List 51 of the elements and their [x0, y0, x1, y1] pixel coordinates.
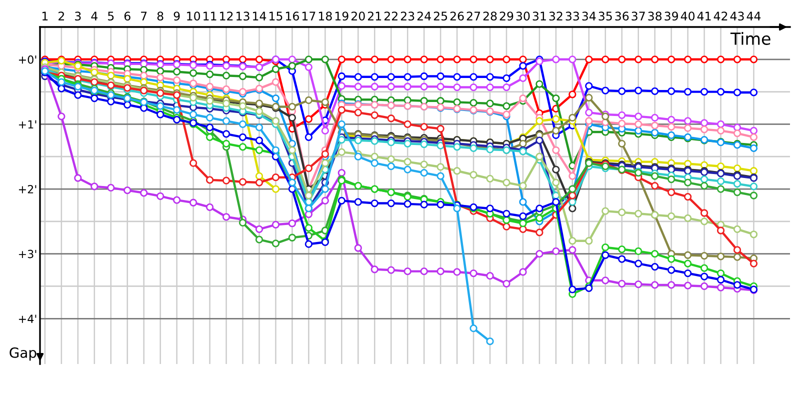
- x-tick-label: 28: [483, 12, 497, 21]
- x-tick-label: 43: [730, 12, 744, 21]
- x-tick-label: 22: [384, 12, 398, 20]
- x-tick-label: 23: [400, 12, 414, 21]
- x-tick-label: 19: [335, 12, 348, 21]
- y-tick-label: +3': [18, 250, 36, 258]
- x-tick-label: 15: [270, 12, 282, 21]
- x-tick-label: 20: [351, 12, 365, 21]
- y-tick-label: +1': [18, 120, 36, 128]
- x-tick-label: 26: [450, 12, 464, 21]
- x-tick-label: 2: [58, 12, 64, 20]
- x-tick-label: 35: [598, 12, 612, 21]
- y-axis-title: Gap: [10, 347, 36, 361]
- x-tick-label: 38: [648, 12, 662, 21]
- x-tick-label: 18: [318, 12, 332, 21]
- x-tick-label: 39: [664, 12, 678, 21]
- x-tick-label: 1: [42, 12, 48, 20]
- x-tick-label: 41: [697, 12, 711, 20]
- x-tick-label: 21: [368, 12, 382, 20]
- x-tick-label: 25: [434, 12, 448, 21]
- x-tick-label: 10: [187, 12, 200, 21]
- x-tick-label: 33: [566, 12, 579, 21]
- x-tick-label: 9: [174, 12, 180, 21]
- x-tick-label: 29: [500, 12, 514, 21]
- x-tick-label: 4: [91, 12, 98, 20]
- x-tick-label: 5: [108, 12, 114, 21]
- x-tick-label: 11: [204, 12, 216, 20]
- x-tick-label: 17: [302, 12, 316, 20]
- x-tick-label: 44: [746, 12, 761, 20]
- x-tick-label: 16: [286, 12, 299, 21]
- x-tick-label: 31: [532, 12, 546, 21]
- x-tick-label: 40: [680, 12, 695, 21]
- x-tick-label: 7: [141, 12, 147, 20]
- x-tick-label: 24: [417, 12, 431, 20]
- x-tick-label: 37: [632, 12, 645, 21]
- x-tick-label: 42: [714, 12, 728, 20]
- x-tick-label: 14: [253, 12, 266, 20]
- x-tick-label: 13: [236, 12, 250, 21]
- x-tick-label: 6: [124, 12, 130, 21]
- x-tick-label: 34: [582, 12, 596, 21]
- x-tick-label: 32: [549, 12, 562, 21]
- x-tick-label: 36: [615, 12, 629, 21]
- x-axis-title: Time: [730, 32, 770, 45]
- x-tick-label: 30: [516, 12, 530, 21]
- y-tick-label: +4': [18, 314, 36, 323]
- y-tick-label: +2': [18, 184, 36, 194]
- x-tick-label: 3: [75, 12, 81, 21]
- x-tick-label: 27: [466, 12, 480, 20]
- x-tick-label: 12: [220, 12, 233, 20]
- x-tick-label: 8: [157, 12, 164, 21]
- y-tick-label: +0': [18, 55, 36, 64]
